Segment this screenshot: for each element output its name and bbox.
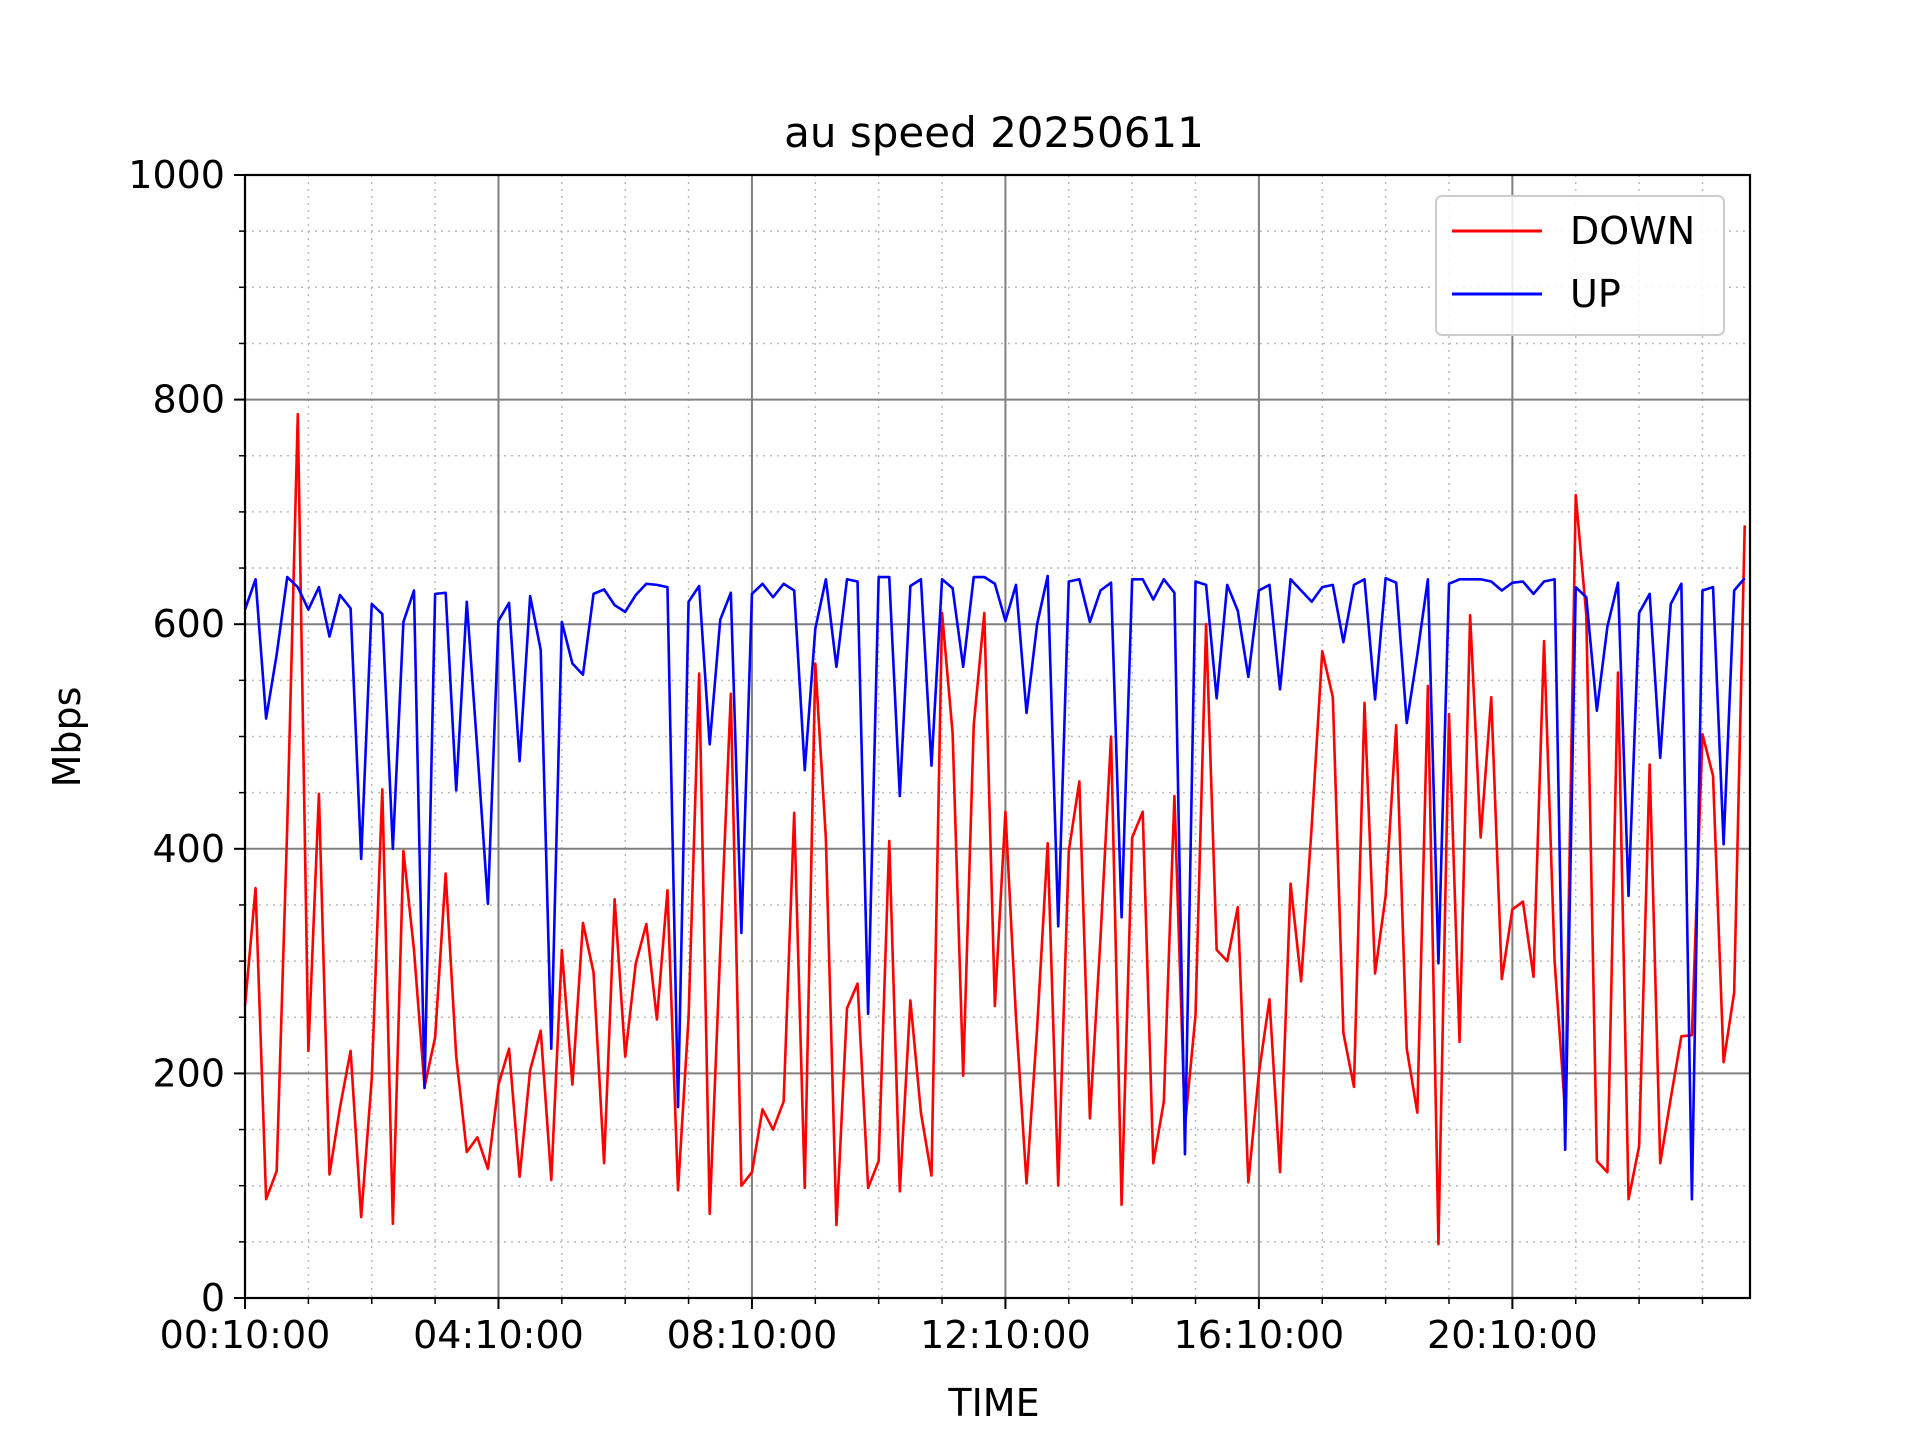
x-tick-label: 16:10:00 <box>1174 1313 1345 1357</box>
axis-ticks <box>234 174 1704 1309</box>
y-tick-label: 1000 <box>128 153 225 197</box>
series-line-down <box>243 412 1747 1246</box>
x-tick-label: 08:10:00 <box>667 1313 838 1357</box>
y-tick-labels: 0 200 400 600 800 1000 <box>128 153 225 1320</box>
legend-label-up: UP <box>1570 272 1621 316</box>
chart-title: au speed 20250611 <box>784 108 1204 157</box>
y-tick-label: 600 <box>152 602 225 646</box>
y-axis-label: Mbps <box>45 687 89 788</box>
legend-label-down: DOWN <box>1570 209 1695 253</box>
series-layer <box>243 412 1747 1246</box>
y-tick-label: 400 <box>152 827 225 871</box>
y-tick-label: 800 <box>152 378 225 422</box>
x-tick-labels: 00:10:00 04:10:00 08:10:00 12:10:00 16:10:00… <box>160 1313 1598 1357</box>
x-tick-label: 04:10:00 <box>413 1313 584 1357</box>
y-tick-label: 0 <box>201 1276 225 1320</box>
x-tick-label: 20:10:00 <box>1427 1313 1598 1357</box>
x-tick-label: 12:10:00 <box>920 1313 1091 1357</box>
x-tick-label: 00:10:00 <box>160 1313 331 1357</box>
x-axis-label: TIME <box>947 1381 1039 1425</box>
series-line-up <box>243 574 1746 1201</box>
y-tick-label: 200 <box>152 1051 225 1095</box>
legend: DOWN UP <box>1435 195 1725 336</box>
